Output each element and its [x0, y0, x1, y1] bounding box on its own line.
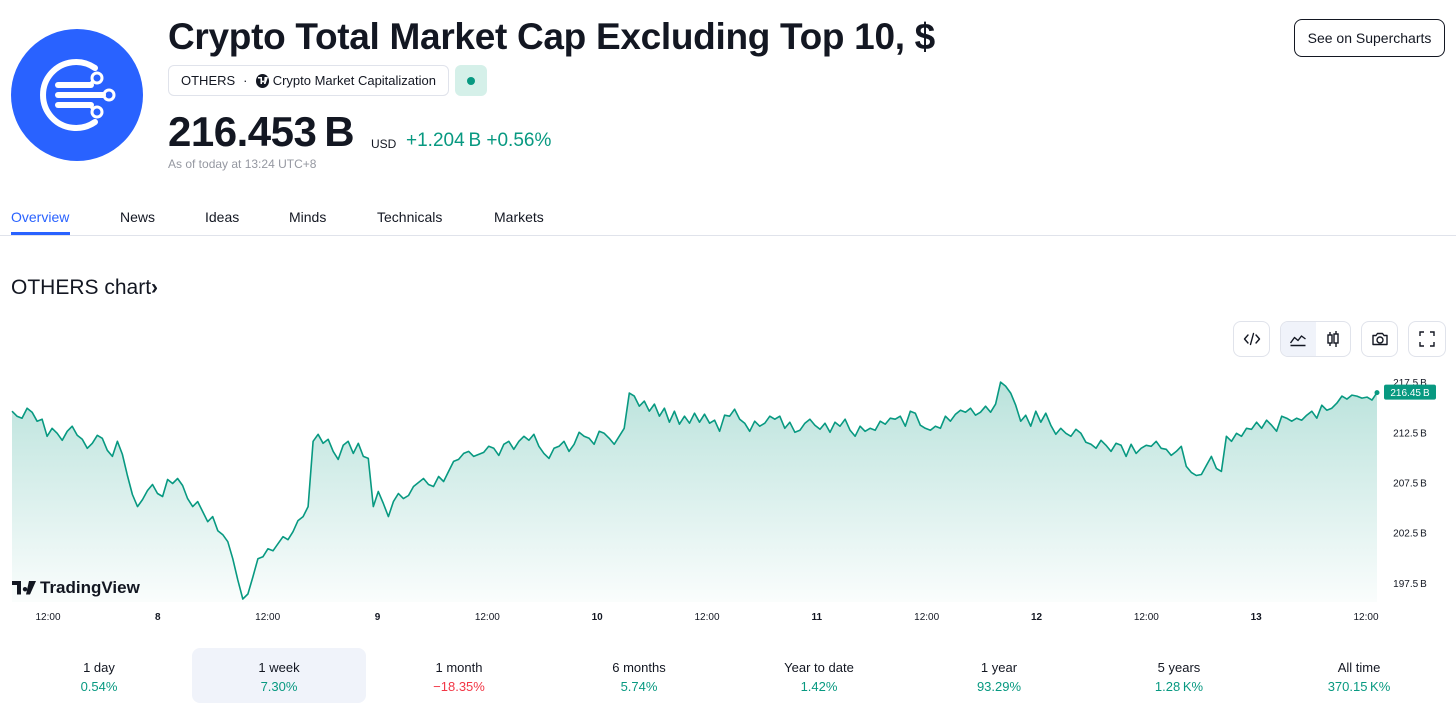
fullscreen-button[interactable]	[1408, 321, 1446, 357]
embed-button[interactable]	[1233, 321, 1270, 357]
candles-chart-button[interactable]	[1316, 322, 1351, 356]
x-tick-label: 12:00	[35, 612, 60, 623]
tab-bar: Overview News Ideas Minds Technicals Mar…	[0, 198, 1456, 236]
price-chart[interactable]: 217.5 B 212.5 B 207.5 B 202.5 B 197.5 B 12:0…	[0, 370, 1456, 630]
last-point-marker	[1374, 390, 1380, 396]
period-1-month[interactable]: 1 month −18.35%	[372, 648, 546, 703]
price-currency: USD	[371, 137, 397, 151]
chart-heading-link[interactable]: OTHERS chart›	[11, 276, 158, 300]
y-tick-label: 207.5 B	[1393, 478, 1427, 489]
symbol-source: Crypto Market Capitalization	[272, 73, 436, 88]
period-all-time[interactable]: All time 370.15 K%	[1272, 648, 1446, 703]
chart-style-toggle	[1280, 321, 1351, 357]
tab-news[interactable]: News	[120, 209, 156, 225]
period-label: 5 years	[1157, 660, 1201, 675]
tradingview-mini-icon	[255, 73, 269, 88]
tab-markets[interactable]: Markets	[494, 209, 544, 225]
y-tick-label: 212.5 B	[1393, 428, 1427, 439]
period-value: 1.28 K%	[1154, 679, 1204, 694]
x-tick-label: 13	[1251, 612, 1263, 623]
price-change: +1.204 B +0.56%	[406, 130, 552, 151]
period-5-years[interactable]: 5 years 1.28 K%	[1092, 648, 1266, 703]
price-timestamp: As of today at 13:24 UTC+8	[168, 157, 317, 171]
symbol-source-pill[interactable]: OTHERS · Crypto Market Capitalization	[168, 65, 449, 96]
x-tick-label: 12	[1031, 612, 1043, 623]
tradingview-logo-icon	[12, 581, 36, 595]
see-on-supercharts-button[interactable]: See on Supercharts	[1294, 19, 1445, 57]
x-tick-label: 12:00	[475, 612, 500, 623]
period-label: 1 week	[258, 660, 300, 675]
x-tick-label: 12:00	[694, 612, 719, 623]
period-label: 1 day	[83, 660, 115, 675]
last-price-badge	[1384, 384, 1436, 400]
tradingview-watermark[interactable]: TradingView	[12, 578, 140, 598]
page-title: Crypto Total Market Cap Excluding Top 10…	[168, 16, 935, 57]
period-year-to-date[interactable]: Year to date 1.42%	[732, 648, 906, 703]
period-value: 5.74%	[620, 679, 658, 694]
period-value: 0.54%	[80, 679, 118, 694]
period-1-year[interactable]: 1 year 93.29%	[912, 648, 1086, 703]
tradingview-brand-text: TradingView	[40, 578, 140, 597]
screenshot-button[interactable]	[1361, 321, 1398, 357]
status-dot-icon	[467, 76, 475, 85]
price-value: 216.453 B	[168, 108, 355, 155]
period-label: 6 months	[612, 660, 666, 675]
embed-icon	[1243, 332, 1260, 346]
period-6-months[interactable]: 6 months 5.74%	[552, 648, 726, 703]
area-chart-button[interactable]	[1281, 322, 1316, 356]
period-1-day[interactable]: 1 day 0.54%	[12, 648, 186, 703]
fullscreen-icon	[1419, 331, 1435, 347]
symbol-ticker: OTHERS	[181, 73, 236, 88]
y-tick-label: 197.5 B	[1393, 579, 1427, 590]
chart-series-line	[11, 381, 1378, 600]
chart-area-fill	[12, 382, 1377, 602]
period-label: All time	[1337, 660, 1381, 675]
candles-icon	[1327, 331, 1339, 347]
period-value: 93.29%	[976, 679, 1022, 694]
separator-dot: ·	[243, 73, 248, 88]
x-tick-label: 9	[375, 612, 381, 623]
market-status-indicator[interactable]	[455, 65, 487, 96]
chart-heading-text: OTHERS chart	[11, 276, 152, 299]
x-tick-label: 12:00	[1353, 612, 1378, 623]
period-label: 1 month	[435, 660, 483, 675]
period-1-week[interactable]: 1 week 7.30%	[192, 648, 366, 703]
symbol-logo	[11, 29, 143, 161]
period-value: 370.15 K%	[1327, 679, 1391, 694]
tab-technicals[interactable]: Technicals	[377, 209, 443, 225]
x-tick-label: 10	[592, 612, 604, 623]
x-tick-label: 12:00	[255, 612, 280, 623]
tab-ideas[interactable]: Ideas	[205, 209, 240, 225]
x-tick-label: 8	[155, 612, 161, 623]
camera-icon	[1371, 332, 1388, 346]
area-chart-icon	[1290, 335, 1307, 347]
period-label: 1 year	[980, 660, 1018, 675]
tab-minds[interactable]: Minds	[289, 209, 327, 225]
last-price-label: 216.45 B	[1390, 388, 1430, 399]
period-value: −18.35%	[433, 679, 485, 694]
tab-overview[interactable]: Overview	[11, 209, 70, 225]
x-tick-label: 12:00	[914, 612, 939, 623]
chevron-right-icon: ›	[151, 276, 159, 299]
x-tick-label: 11	[812, 612, 823, 623]
y-tick-label: 202.5 B	[1393, 529, 1427, 540]
active-tab-indicator	[11, 232, 70, 235]
x-tick-label: 12:00	[1134, 612, 1159, 623]
period-value: 1.42%	[800, 679, 838, 694]
period-label: Year to date	[784, 660, 854, 675]
period-value: 7.30%	[260, 679, 298, 694]
performance-periods: 1 day 0.54% 1 week 7.30% 1 month −18.35% 6 …	[0, 648, 1456, 703]
y-tick-label: 217.5 B	[1393, 378, 1427, 389]
circuit-logo-icon	[40, 59, 116, 131]
